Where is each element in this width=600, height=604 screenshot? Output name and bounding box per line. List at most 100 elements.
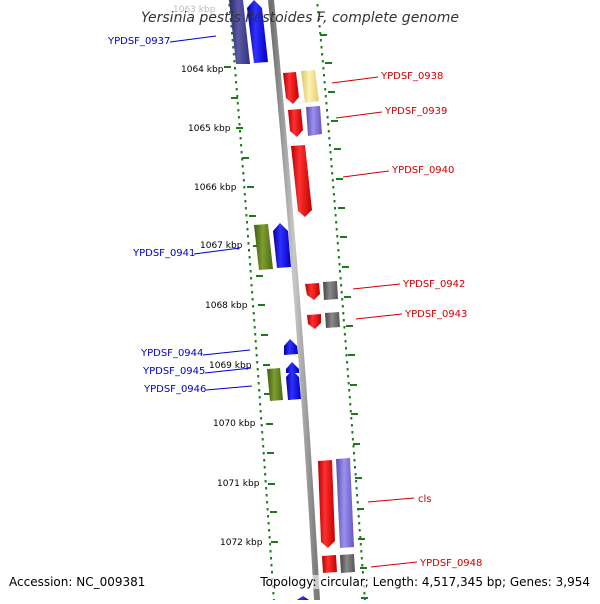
left-track-dot (232, 53, 235, 56)
left-track-tick (231, 97, 238, 99)
left-track-tick (261, 334, 268, 336)
right-track-dot (330, 165, 333, 168)
label-ypdsf-0948[interactable]: YPDSF_0948 (419, 558, 482, 569)
gene-ypdsf-0943-red[interactable] (307, 314, 321, 329)
right-track-dot (319, 32, 322, 35)
right-track-dot (361, 564, 364, 567)
gene-cls-lavender[interactable] (336, 458, 354, 548)
right-track-dot (345, 354, 348, 357)
label-ypdsf-0940[interactable]: YPDSF_0940 (391, 165, 454, 176)
left-track-dot (251, 298, 254, 301)
right-track-dot (317, 11, 320, 14)
right-track-dot (347, 382, 350, 385)
gene-ypdsf-0942-red[interactable] (305, 283, 320, 300)
right-track-dot (321, 53, 324, 56)
left-track-dot (260, 424, 263, 427)
right-track-tick (331, 120, 338, 122)
right-track-dot (348, 389, 351, 392)
left-track-dot (256, 361, 259, 364)
gene-ypdsf-0939-lavender[interactable] (306, 106, 322, 136)
left-track-dot (251, 291, 254, 294)
gene-ypdsf-0940-red[interactable] (291, 145, 312, 217)
label-ypdsf-0945[interactable]: YPDSF_0945 (142, 366, 205, 377)
left-track-dot (271, 571, 273, 574)
scale-label-1065: 1065 kbp (188, 124, 231, 134)
gene-ypdsf-0948-gray[interactable] (340, 554, 355, 573)
left-track-tick (268, 483, 275, 485)
right-track-dot (347, 375, 350, 378)
right-track-dot (331, 179, 334, 182)
connector-ypdsf-0941 (193, 247, 241, 255)
left-track-dot (247, 242, 250, 245)
right-track-tick (361, 597, 368, 599)
gene-ypdsf-0938-pale[interactable] (301, 70, 319, 103)
label-ypdsf-0937[interactable]: YPDSF_0937 (107, 36, 170, 47)
gene-ypdsf-0938-red[interactable] (283, 72, 299, 104)
gene-ypdsf-0948-red[interactable] (322, 555, 337, 573)
right-track-dot (350, 417, 353, 420)
right-track-dot (342, 312, 345, 315)
left-track-dot (252, 305, 255, 308)
gene-ypdsf-0941-blue[interactable] (273, 223, 291, 268)
scale-label-1070: 1070 kbp (213, 419, 256, 429)
left-track-tick (264, 393, 271, 395)
right-track-dot (355, 487, 358, 490)
label-ypdsf-0946[interactable]: YPDSF_0946 (143, 384, 206, 395)
gene-ypdsf-0937-navy[interactable] (229, 0, 250, 64)
right-track-dot (345, 347, 347, 350)
right-track-dot (346, 368, 349, 371)
left-track-dot (272, 592, 275, 595)
left-track-dot (258, 396, 261, 399)
label-ypdsf-0938[interactable]: YPDSF_0938 (380, 71, 443, 82)
right-track-dot (324, 95, 327, 98)
left-track-dot (244, 207, 247, 210)
right-track-dot (358, 529, 361, 532)
gene-ypdsf-0946-olive[interactable] (267, 368, 283, 401)
gene-ypdsf-0939-red[interactable] (288, 109, 303, 137)
gene-ypdsf-0945-blue[interactable] (286, 362, 299, 373)
right-track-dot (327, 130, 330, 133)
label-ypdsf-0943[interactable]: YPDSF_0943 (404, 309, 467, 320)
right-track-tick (340, 236, 347, 238)
left-track-dot (254, 333, 257, 336)
label-ypdsf-0939[interactable]: YPDSF_0939 (384, 106, 447, 117)
gene-ypdsf-0942-gray[interactable] (323, 281, 338, 300)
gene-ypdsf-0937-blue[interactable] (247, 0, 268, 63)
left-track-dot (242, 179, 245, 182)
right-track-tick (353, 443, 360, 445)
left-track-dot (266, 501, 269, 504)
right-track-dot (317, 18, 320, 21)
genome-summary-text: Topology: circular; Length: 4,517,345 bp… (260, 575, 590, 589)
label-ypdsf-0941[interactable]: YPDSF_0941 (132, 248, 195, 259)
label-connectors (169, 35, 418, 568)
gene-ypdsf-0941-olive[interactable] (254, 224, 273, 270)
scale-label-1066: 1066 kbp (194, 183, 237, 193)
right-track-tick (355, 477, 362, 479)
left-track-dot (268, 529, 271, 532)
right-track-dot (339, 277, 342, 280)
label-ypdsf-0944[interactable]: YPDSF_0944 (140, 348, 203, 359)
right-dotted-track (316, 4, 366, 602)
gene-ypdsf-0944-blue[interactable] (284, 339, 298, 355)
right-track-dot (323, 74, 325, 77)
right-track-dot (353, 452, 355, 455)
right-track-dot (349, 403, 352, 406)
gene-ypdsf-0946-blue[interactable] (286, 370, 301, 400)
right-track-tick (360, 567, 367, 569)
gene-ypdsf-0943-gray[interactable] (325, 312, 340, 328)
gene-cls-red[interactable] (318, 460, 335, 548)
left-track-dot (262, 452, 265, 455)
left-track-dot (234, 74, 237, 77)
right-track-dot (318, 25, 321, 28)
label-ypdsf-0942[interactable]: YPDSF_0942 (402, 279, 465, 290)
label-cls[interactable]: cls (418, 494, 432, 505)
left-track-dot (236, 102, 239, 105)
page-title: Yersinia pestis Pestoides F, complete ge… (141, 10, 459, 26)
right-track-tick (350, 384, 357, 386)
right-track-dot (348, 396, 351, 399)
right-track-dot (326, 109, 328, 112)
left-track-dot (255, 347, 258, 350)
right-track-dot (351, 438, 354, 441)
left-track-tick (242, 157, 249, 159)
